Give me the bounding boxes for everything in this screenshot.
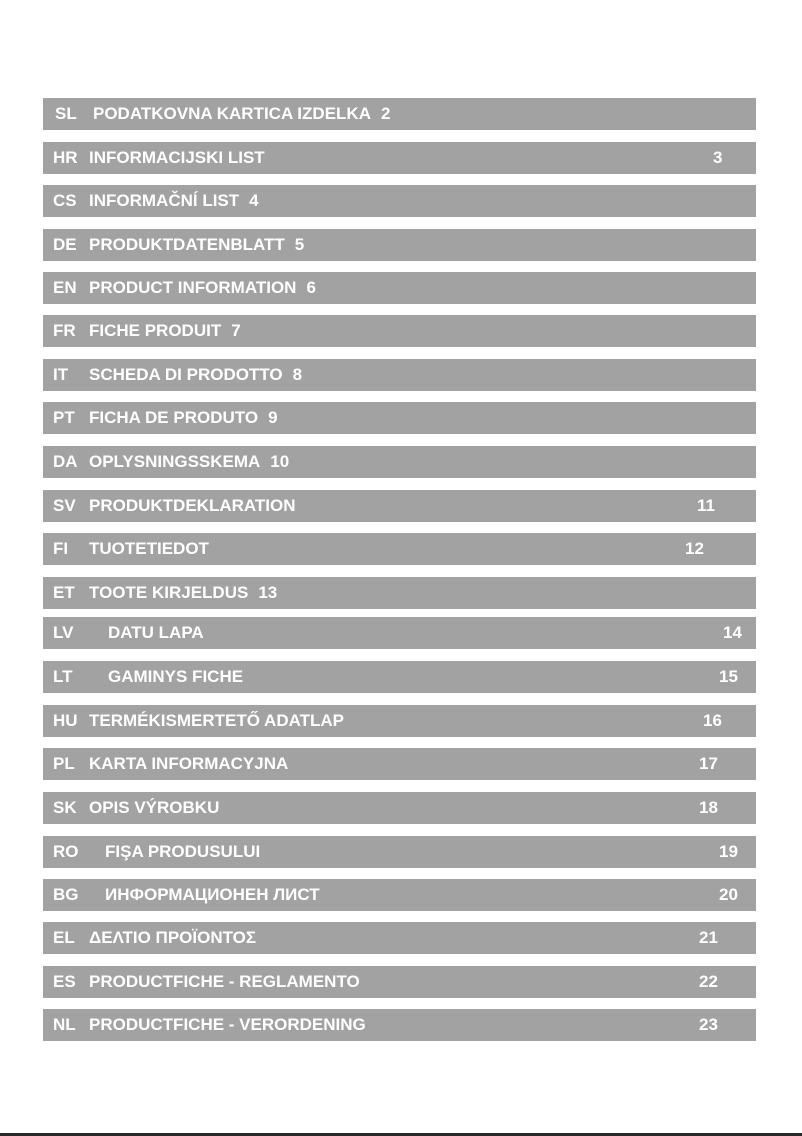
language-code: HU: [53, 711, 78, 730]
page-number: 10: [270, 452, 290, 471]
section-title: ИНФОРМАЦИОНЕН ЛИСТ: [105, 885, 320, 904]
section-title: PRODUKTDEKLARATION: [89, 496, 296, 515]
toc-entry-en[interactable]: EN PRODUCT INFORMATION 6: [43, 272, 756, 304]
toc-entry-el[interactable]: EL ΔΕΛΤΙΟ ΠΡΟΪΟΝΤΟΣ 21: [43, 922, 756, 954]
toc-entry-it[interactable]: IT SCHEDA DI PRODOTTO 8: [43, 359, 756, 391]
toc-entry-et[interactable]: ET TOOTE KIRJELDUS 13: [43, 577, 756, 609]
section-title: PRODUCT INFORMATION: [89, 278, 297, 297]
section-title: PRODUKTDATENBLATT: [89, 235, 285, 254]
page-number: 14: [723, 623, 742, 642]
toc-entry-lv[interactable]: LV DATU LAPA 14: [43, 617, 756, 649]
language-code: RO: [53, 842, 79, 861]
section-title: INFORMACIJSKI LIST: [89, 148, 265, 167]
page-number: 16: [703, 711, 722, 730]
page-number: 12: [685, 539, 704, 558]
section-title: TOOTE KIRJELDUS: [89, 583, 249, 602]
page-number: 18: [699, 798, 718, 817]
section-title: TUOTETIEDOT: [89, 539, 209, 558]
language-code: ES: [53, 972, 76, 991]
language-code: HR: [53, 148, 78, 167]
page-number: 7: [231, 321, 241, 340]
language-code: PT: [53, 408, 75, 427]
language-code: LT: [53, 667, 73, 686]
page-number: 11: [697, 496, 715, 515]
language-code: NL: [53, 1015, 76, 1034]
language-code: FR: [53, 321, 76, 340]
page-number: 19: [719, 842, 738, 861]
toc-entry-pl[interactable]: PL KARTA INFORMACYJNA 17: [43, 748, 756, 780]
section-title: OPIS VÝROBKU: [89, 798, 220, 817]
toc-entry-fi[interactable]: FI TUOTETIEDOT 12: [43, 533, 756, 565]
language-code: BG: [53, 885, 79, 904]
language-code: DA: [53, 452, 78, 471]
toc-entry-de[interactable]: DE PRODUKTDATENBLATT 5: [43, 229, 756, 261]
toc-entry-bg[interactable]: BG ИНФОРМАЦИОНЕН ЛИСТ 20: [43, 879, 756, 911]
language-code: SL: [55, 104, 77, 123]
language-code: IT: [53, 365, 69, 384]
page-number: 20: [719, 885, 738, 904]
language-code: EN: [53, 278, 77, 297]
language-code: SK: [53, 798, 77, 817]
section-title: PRODUCTFICHE - REGLAMENTO: [89, 972, 360, 991]
toc-entry-sk[interactable]: SK OPIS VÝROBKU 18: [43, 792, 756, 824]
section-title: SCHEDA DI PRODOTTO: [89, 365, 283, 384]
section-title: PODATKOVNA KARTICA IZDELKA: [93, 104, 371, 123]
toc-entry-pt[interactable]: PT FICHA DE PRODUTO 9: [43, 402, 756, 434]
page-number: 5: [294, 235, 305, 254]
language-code: CS: [53, 191, 77, 210]
toc-entry-nl[interactable]: NL PRODUCTFICHE - VERORDENING 23: [43, 1009, 756, 1041]
page-number: 6: [306, 278, 316, 297]
toc-entry-sv[interactable]: SV PRODUKTDEKLARATION 11: [43, 490, 756, 522]
bottom-border: [0, 1133, 802, 1136]
toc-entry-hr[interactable]: HR INFORMACIJSKI LIST 3: [43, 142, 756, 174]
language-code: LV: [53, 623, 74, 642]
toc-entry-ro[interactable]: RO FIŞA PRODUSULUI 19: [43, 836, 756, 868]
section-title: PRODUCTFICHE - VERORDENING: [89, 1015, 366, 1034]
page-number: 13: [258, 583, 278, 602]
toc-entry-es[interactable]: ES PRODUCTFICHE - REGLAMENTO 22: [43, 966, 756, 998]
section-title: TERMÉKISMERTETŐ ADATLAP: [89, 711, 344, 730]
toc-entry-hu[interactable]: HU TERMÉKISMERTETŐ ADATLAP 16: [43, 705, 756, 737]
page-number: 2: [380, 104, 391, 123]
toc-entry-lt[interactable]: LT GAMINYS FICHE 15: [43, 661, 756, 693]
toc-entry-cs[interactable]: CS INFORMAČNÍ LIST 4: [43, 185, 756, 217]
page-number: 17: [699, 754, 718, 773]
page-number: 22: [699, 972, 718, 991]
section-title: GAMINYS FICHE: [108, 667, 244, 686]
section-title: FIŞA PRODUSULUI: [105, 842, 261, 861]
page-number: 3: [713, 148, 723, 167]
toc-entry-da[interactable]: DA OPLYSNINGSSKEMA 10: [43, 446, 756, 478]
page-number: 15: [719, 667, 738, 686]
toc-entry-sl[interactable]: SL PODATKOVNA KARTICA IZDELKA 2: [43, 98, 756, 130]
language-code: SV: [53, 496, 76, 515]
page-number: 8: [292, 365, 303, 384]
language-code: ET: [53, 583, 75, 602]
section-title: ΔΕΛΤΙΟ ΠΡΟΪΟΝΤΟΣ: [89, 928, 257, 947]
page-number: 9: [268, 408, 278, 427]
section-title: DATU LAPA: [108, 623, 204, 642]
toc-entry-fr[interactable]: FR FICHE PRODUIT 7: [43, 315, 756, 347]
page-number: 4: [249, 191, 259, 210]
language-code: FI: [53, 539, 69, 558]
section-title: FICHA DE PRODUTO: [89, 408, 259, 427]
language-code: PL: [53, 754, 75, 773]
section-title: INFORMAČNÍ LIST: [89, 191, 240, 210]
page-number: 21: [699, 928, 718, 947]
section-title: FICHE PRODUIT: [89, 321, 222, 340]
section-title: OPLYSNINGSSKEMA: [89, 452, 261, 471]
language-code: EL: [53, 928, 75, 947]
language-code: DE: [53, 235, 77, 254]
page-number: 23: [699, 1015, 718, 1034]
section-title: KARTA INFORMACYJNA: [89, 754, 289, 773]
